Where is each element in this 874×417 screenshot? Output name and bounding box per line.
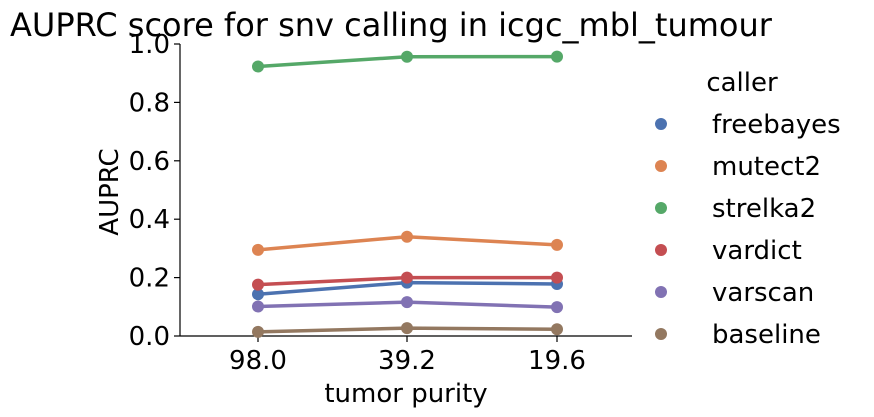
y-tick-label: 0.6 bbox=[129, 147, 170, 177]
legend: freebayes mutect2 strelka2 vardict varscan ba… bbox=[655, 110, 841, 350]
data-point-mutect2 bbox=[401, 230, 413, 243]
y-tick-label: 0.2 bbox=[129, 264, 170, 294]
series-strelka2 bbox=[252, 50, 563, 73]
y-tick-label: 0.8 bbox=[129, 88, 170, 118]
y-axis-label: AUPRC bbox=[95, 148, 125, 235]
data-point-varscan bbox=[551, 301, 563, 314]
legend-marker-vardict bbox=[655, 244, 667, 256]
data-point-vardict bbox=[551, 271, 563, 284]
data-point-vardict bbox=[252, 278, 264, 291]
series-varscan bbox=[252, 296, 563, 314]
data-point-baseline bbox=[401, 322, 413, 335]
legend-label-freebayes: freebayes bbox=[712, 110, 841, 140]
legend-title: caller bbox=[706, 68, 778, 98]
legend-label-strelka2: strelka2 bbox=[712, 194, 816, 224]
data-point-varscan bbox=[252, 300, 264, 313]
data-point-mutect2 bbox=[252, 243, 264, 256]
legend-label-vardict: vardict bbox=[712, 236, 802, 266]
y-tick-label: 1.0 bbox=[129, 30, 170, 60]
chart-title: AUPRC score for snv calling in icgc_mbl_… bbox=[10, 6, 773, 44]
legend-label-varscan: varscan bbox=[712, 278, 814, 308]
legend-marker-freebayes bbox=[655, 118, 667, 130]
series-layer bbox=[252, 50, 563, 338]
legend-item-varscan: varscan bbox=[655, 278, 814, 308]
legend-marker-strelka2 bbox=[655, 202, 667, 214]
legend-label-mutect2: mutect2 bbox=[712, 152, 821, 182]
legend-marker-mutect2 bbox=[655, 160, 667, 172]
x-axis-label: tumor purity bbox=[324, 379, 487, 409]
legend-item-baseline: baseline bbox=[655, 320, 821, 350]
data-point-strelka2 bbox=[252, 60, 264, 73]
x-tick-label: 39.2 bbox=[378, 346, 436, 376]
data-point-strelka2 bbox=[401, 50, 413, 63]
series-baseline bbox=[252, 322, 563, 338]
legend-item-mutect2: mutect2 bbox=[655, 152, 821, 182]
data-point-freebayes bbox=[252, 288, 264, 301]
y-tick-label: 0.0 bbox=[129, 322, 170, 352]
data-point-baseline bbox=[551, 323, 563, 336]
x-tick-label: 19.6 bbox=[528, 346, 586, 376]
series-vardict bbox=[252, 271, 563, 291]
legend-marker-varscan bbox=[655, 286, 667, 298]
data-point-strelka2 bbox=[551, 50, 563, 63]
legend-label-baseline: baseline bbox=[712, 320, 821, 350]
axes: 0.0 0.2 0.4 0.6 0.8 1.0 98.0 39.2 19.6 bbox=[129, 30, 632, 376]
legend-item-vardict: vardict bbox=[655, 236, 802, 266]
data-point-mutect2 bbox=[551, 238, 563, 251]
y-tick-label: 0.4 bbox=[129, 205, 170, 235]
data-point-varscan bbox=[401, 296, 413, 309]
data-point-vardict bbox=[401, 271, 413, 284]
series-mutect2 bbox=[252, 230, 563, 256]
data-point-baseline bbox=[252, 325, 264, 338]
legend-item-strelka2: strelka2 bbox=[655, 194, 816, 224]
legend-marker-baseline bbox=[655, 328, 667, 340]
legend-item-freebayes: freebayes bbox=[655, 110, 841, 140]
x-tick-label: 98.0 bbox=[229, 346, 287, 376]
